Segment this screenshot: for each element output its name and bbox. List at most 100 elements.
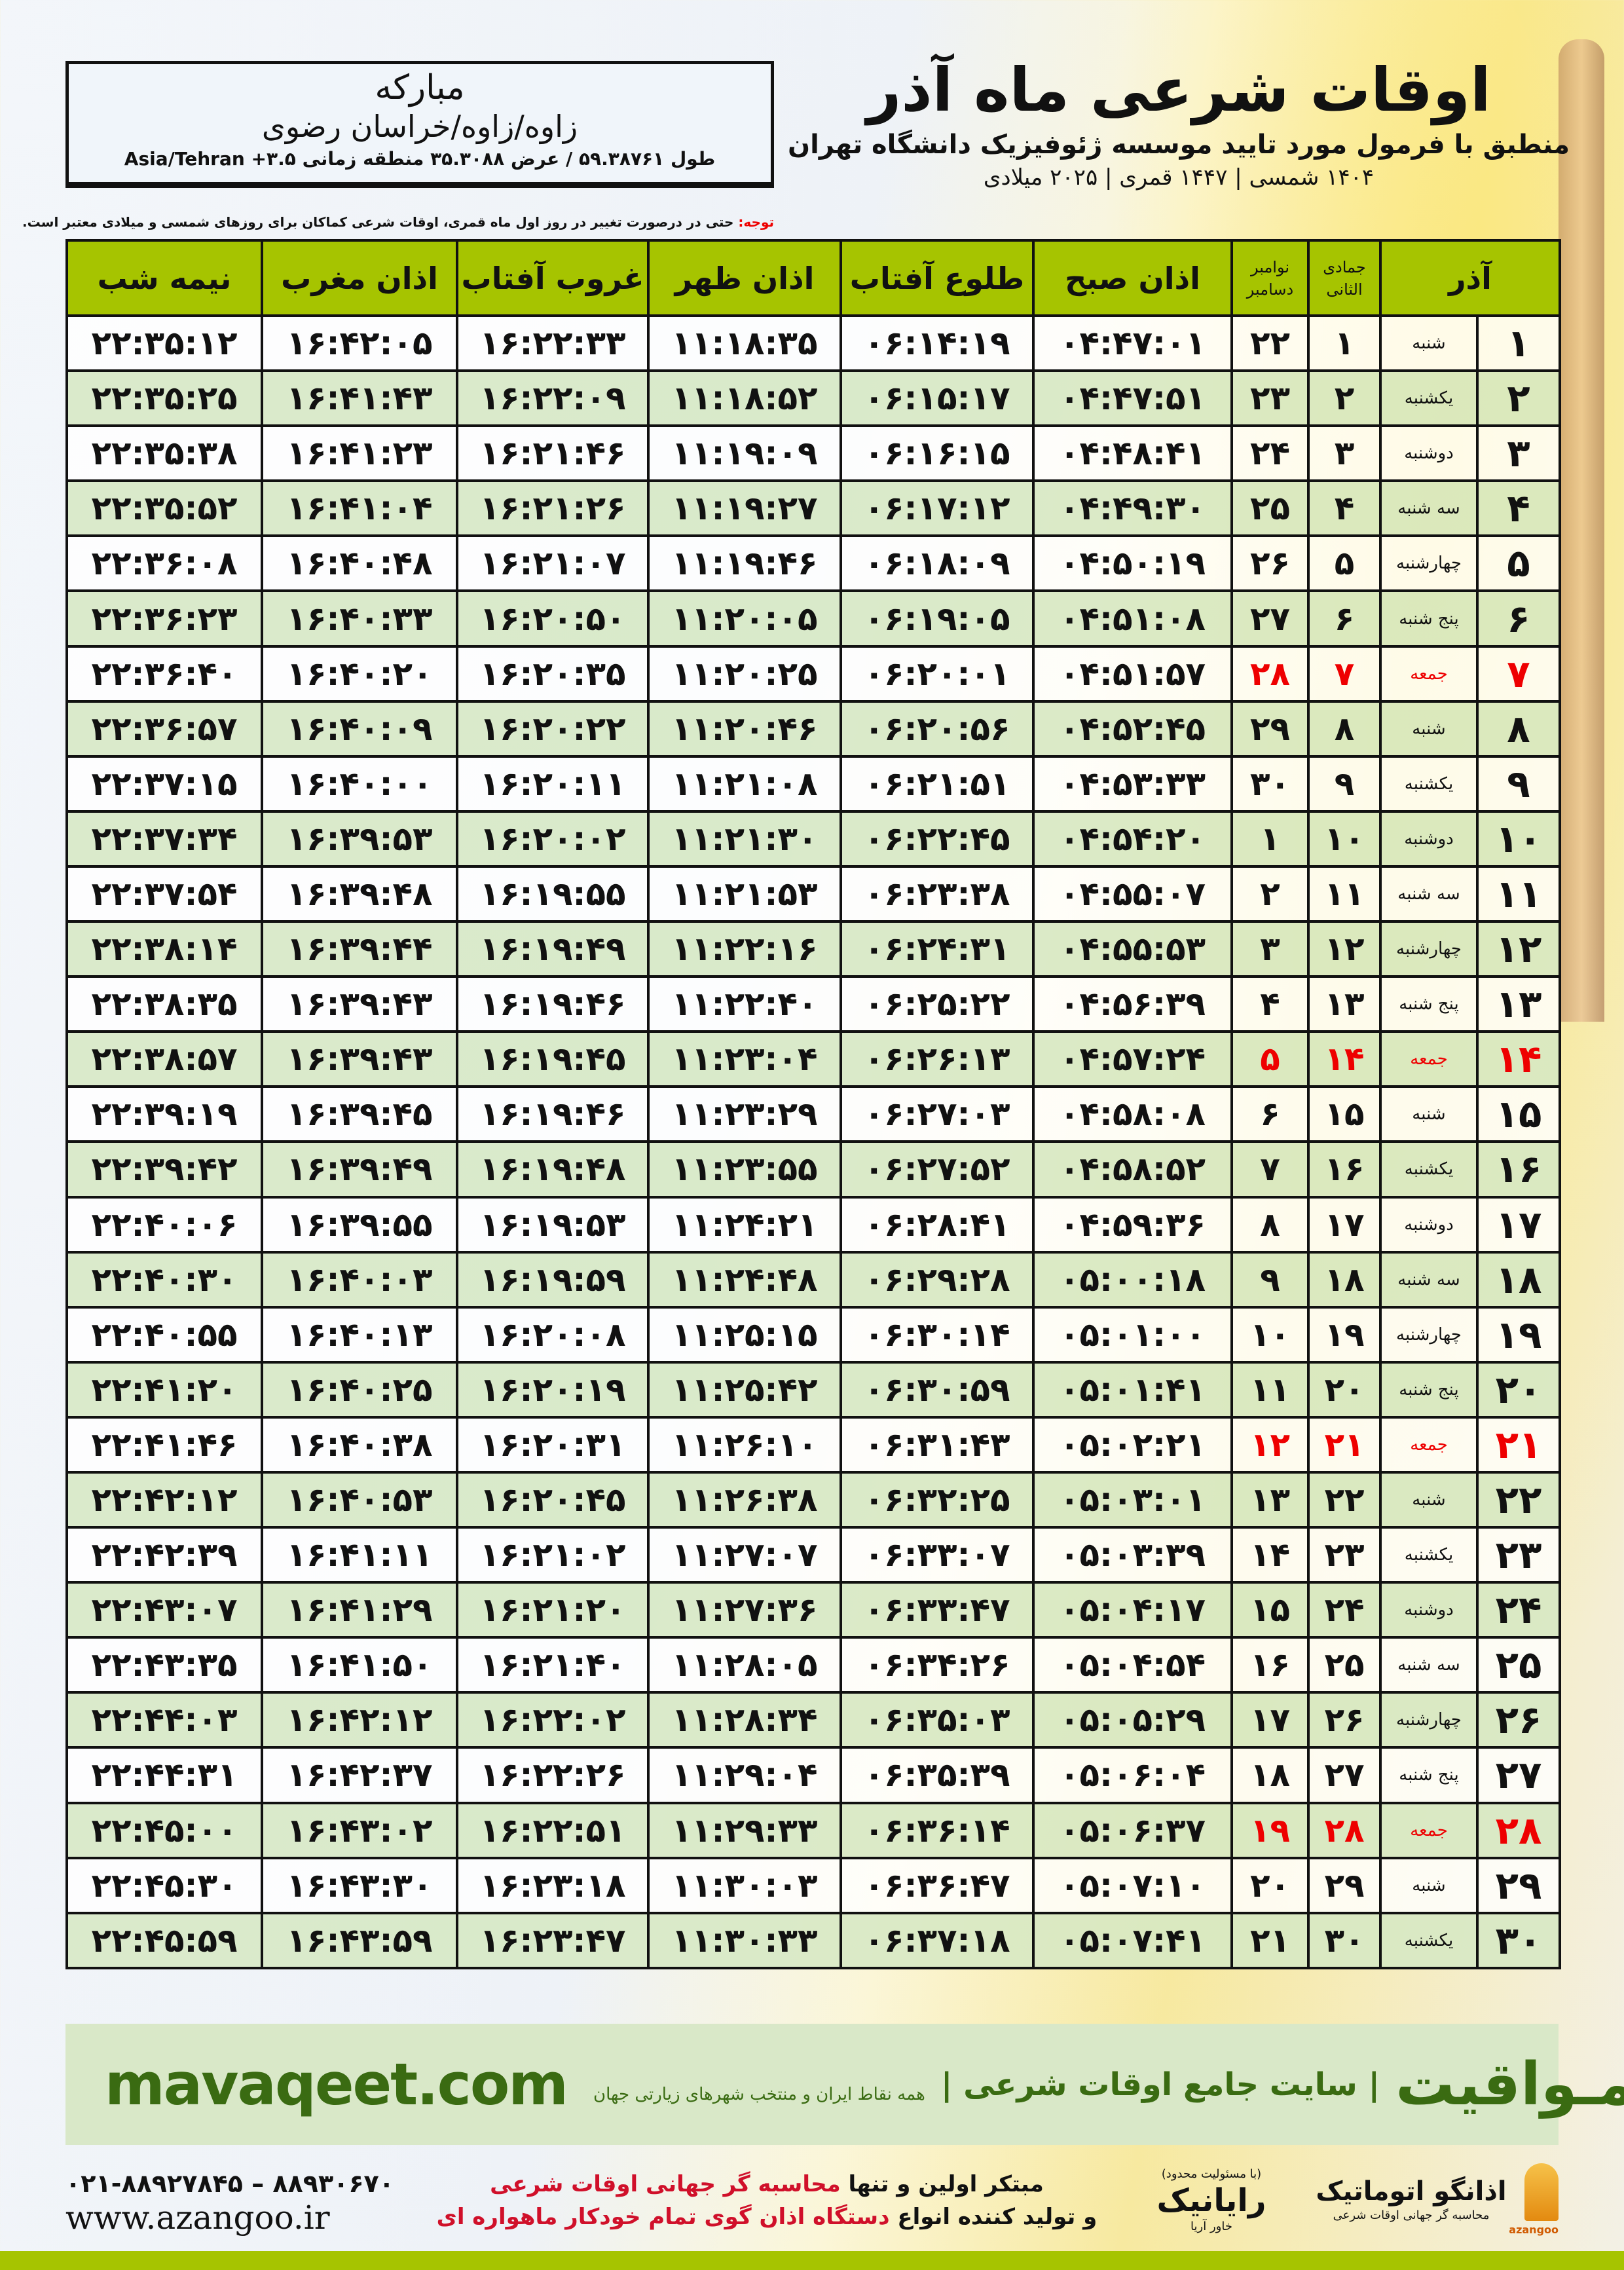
time-sunrise: ۰۶:۳۷:۱۸ [840,1911,1035,1969]
time-sunrise: ۰۶:۲۳:۳۸ [840,865,1035,923]
time-sunset: ۱۶:۲۳:۴۷ [456,1911,650,1969]
shamsi-day: ۱۰ [1475,809,1562,868]
time-midnight: ۲۲:۳۵:۲۵ [65,369,263,428]
time-sunset: ۱۶:۲۰:۴۵ [456,1470,650,1529]
time-sunset: ۱۶:۲۲:۰۲ [456,1691,650,1749]
table-row: ۲۲:۴۴:۳۱ ۱۶:۴۲:۳۷ ۱۶:۲۲:۲۶ ۱۱:۲۹:۰۴ ۰۶:۳۵:۳۹… [65,1746,1562,1804]
time-dhuhr: ۱۱:۲۲:۴۰ [647,975,842,1033]
weekday: جمعه [1379,1801,1479,1859]
time-sunset: ۱۶:۲۰:۵۰ [456,589,650,648]
phone-numbers: ۰۲۱-۸۸۹۲۷۸۴۵ – ۸۸۹۳۰۶۷۰ [65,2169,394,2198]
time-fajr: ۰۵:۰۱:۴۱ [1032,1360,1233,1419]
time-sunrise: ۰۶:۳۰:۵۹ [840,1360,1035,1419]
table-row: ۲۲:۴۰:۰۶ ۱۶:۳۹:۵۵ ۱۶:۱۹:۵۳ ۱۱:۲۴:۲۱ ۰۶:۲۸:۴۱… [65,1195,1562,1254]
table-row: ۲۲:۴۵:۵۹ ۱۶:۴۳:۵۹ ۱۶:۲۳:۴۷ ۱۱:۳۰:۳۳ ۰۶:۳۷:۱۸… [65,1911,1562,1969]
shamsi-day: ۲۸ [1475,1801,1562,1859]
time-maghrib: ۱۶:۴۰:۰۰ [261,754,458,813]
qamari-day: ۳۰ [1307,1911,1382,1969]
weekday: سه شنبه [1379,1636,1479,1694]
qamari-day: ۲۰ [1307,1360,1382,1419]
time-sunrise: ۰۶:۳۵:۰۳ [840,1691,1035,1749]
time-sunrise: ۰۶:۲۰:۵۶ [840,699,1035,758]
azangoo-sub: محاسبه گر جهانی اوقات شرعی [1333,2208,1490,2222]
table-row: ۲۲:۴۳:۳۵ ۱۶:۴۱:۵۰ ۱۶:۲۱:۴۰ ۱۱:۲۸:۰۵ ۰۶:۳۴:۲۶… [65,1636,1562,1694]
time-dhuhr: ۱۱:۲۱:۳۰ [647,809,842,868]
gregorian-day: ۱۵ [1230,1581,1310,1639]
gregorian-day: ۱۳ [1230,1470,1310,1529]
header-maghrib: اذان مغرب [261,239,458,317]
time-sunrise: ۰۶:۲۸:۴۱ [840,1195,1035,1254]
shamsi-day: ۱ [1475,314,1562,373]
qamari-day: ۲۹ [1307,1856,1382,1914]
time-midnight: ۲۲:۴۴:۳۱ [65,1746,263,1804]
qamari-day: ۲ [1307,369,1382,428]
time-sunset: ۱۶:۲۲:۰۹ [456,369,650,428]
table-row: ۲۲:۴۰:۳۰ ۱۶:۴۰:۰۳ ۱۶:۱۹:۵۹ ۱۱:۲۴:۴۸ ۰۶:۲۹:۲۸… [65,1250,1562,1309]
time-sunrise: ۰۶:۱۶:۱۵ [840,424,1035,483]
table-row: ۲۲:۳۵:۱۲ ۱۶:۴۲:۰۵ ۱۶:۲۲:۳۳ ۱۱:۱۸:۳۵ ۰۶:۱۴:۱۹… [65,314,1562,373]
location-box: مبارکه زاوه/زاوه/خراسان رضوی طول ۵۹.۳۸۷۶… [65,61,774,188]
shamsi-day: ۸ [1475,699,1562,758]
time-dhuhr: ۱۱:۲۳:۲۹ [647,1085,842,1144]
gregorian-day: ۹ [1230,1250,1310,1309]
weekday: شنبه [1379,699,1479,758]
time-fajr: ۰۴:۴۸:۴۱ [1032,424,1233,483]
gregorian-day: ۱۷ [1230,1691,1310,1749]
time-maghrib: ۱۶:۴۳:۰۲ [261,1801,458,1859]
gregorian-day: ۲۸ [1230,644,1310,703]
time-fajr: ۰۴:۵۶:۳۹ [1032,975,1233,1033]
time-maghrib: ۱۶:۴۳:۵۹ [261,1911,458,1969]
time-fajr: ۰۵:۰۴:۱۷ [1032,1581,1233,1639]
page-title: اوقات شرعی ماه آذر [866,55,1491,125]
weekday: جمعه [1379,644,1479,703]
time-fajr: ۰۵:۰۷:۴۱ [1032,1911,1233,1969]
time-sunset: ۱۶:۲۲:۳۳ [456,314,650,373]
qamari-day: ۲۶ [1307,1691,1382,1749]
promo-2b: دستگاه اذان گوی تمام خودکار ماهواره ای [436,2204,890,2230]
weekday: یکشنبه [1379,754,1479,813]
shamsi-day: ۳۰ [1475,1911,1562,1969]
time-maghrib: ۱۶:۴۰:۲۵ [261,1360,458,1419]
gregorian-day: ۸ [1230,1195,1310,1254]
shamsi-day: ۲۵ [1475,1636,1562,1694]
shamsi-day: ۲۴ [1475,1581,1562,1639]
time-fajr: ۰۵:۰۲:۲۱ [1032,1415,1233,1474]
time-fajr: ۰۵:۰۳:۳۹ [1032,1526,1233,1584]
time-sunset: ۱۶:۲۱:۰۷ [456,534,650,593]
rayanik-tag: (با مسئولیت محدود) [1161,2167,1262,2181]
time-sunrise: ۰۶:۱۵:۱۷ [840,369,1035,428]
azangoo-link[interactable]: www.azangoo.ir [65,2199,330,2237]
qamari-day: ۴ [1307,479,1382,538]
gregorian-day: ۲۵ [1230,479,1310,538]
shamsi-day: ۲۱ [1475,1415,1562,1474]
weekday: یکشنبه [1379,1140,1479,1199]
mavaqeet-link[interactable]: mavaqeet.com [105,2051,568,2118]
rayanik-logo: (با مسئولیت محدود) رایانیک خاور آریا [1139,2167,1283,2235]
time-fajr: ۰۵:۰۶:۰۴ [1032,1746,1233,1804]
qamari-day: ۹ [1307,754,1382,813]
dome-icon [1524,2163,1559,2221]
time-fajr: ۰۵:۰۱:۰۰ [1032,1305,1233,1364]
weekday: چهارشنبه [1379,1691,1479,1749]
time-fajr: ۰۴:۵۹:۳۶ [1032,1195,1233,1254]
qamari-day: ۱۷ [1307,1195,1382,1254]
time-dhuhr: ۱۱:۲۶:۳۸ [647,1470,842,1529]
minaret-image [1559,39,1604,1022]
shamsi-day: ۷ [1475,644,1562,703]
shamsi-day: ۲۰ [1475,1360,1562,1419]
weekday: دوشنبه [1379,424,1479,483]
year-line: ۱۴۰۴ شمسی | ۱۴۴۷ قمری | ۲۰۲۵ میلادی [983,164,1375,191]
time-midnight: ۲۲:۳۸:۵۷ [65,1030,263,1088]
header-gregorian-bottom: دسامبر [1246,280,1294,299]
gregorian-day: ۶ [1230,1085,1310,1144]
time-fajr: ۰۴:۵۱:۰۸ [1032,589,1233,648]
weekday: پنج شنبه [1379,975,1479,1033]
time-maghrib: ۱۶:۳۹:۵۵ [261,1195,458,1254]
weekday: جمعه [1379,1415,1479,1474]
time-midnight: ۲۲:۴۱:۲۰ [65,1360,263,1419]
time-sunrise: ۰۶:۲۱:۵۱ [840,754,1035,813]
gregorian-day: ۲۹ [1230,699,1310,758]
time-midnight: ۲۲:۳۶:۰۸ [65,534,263,593]
promo-1a: مبتکر اولین و تنها [840,2171,1044,2197]
gregorian-day: ۲ [1230,865,1310,923]
